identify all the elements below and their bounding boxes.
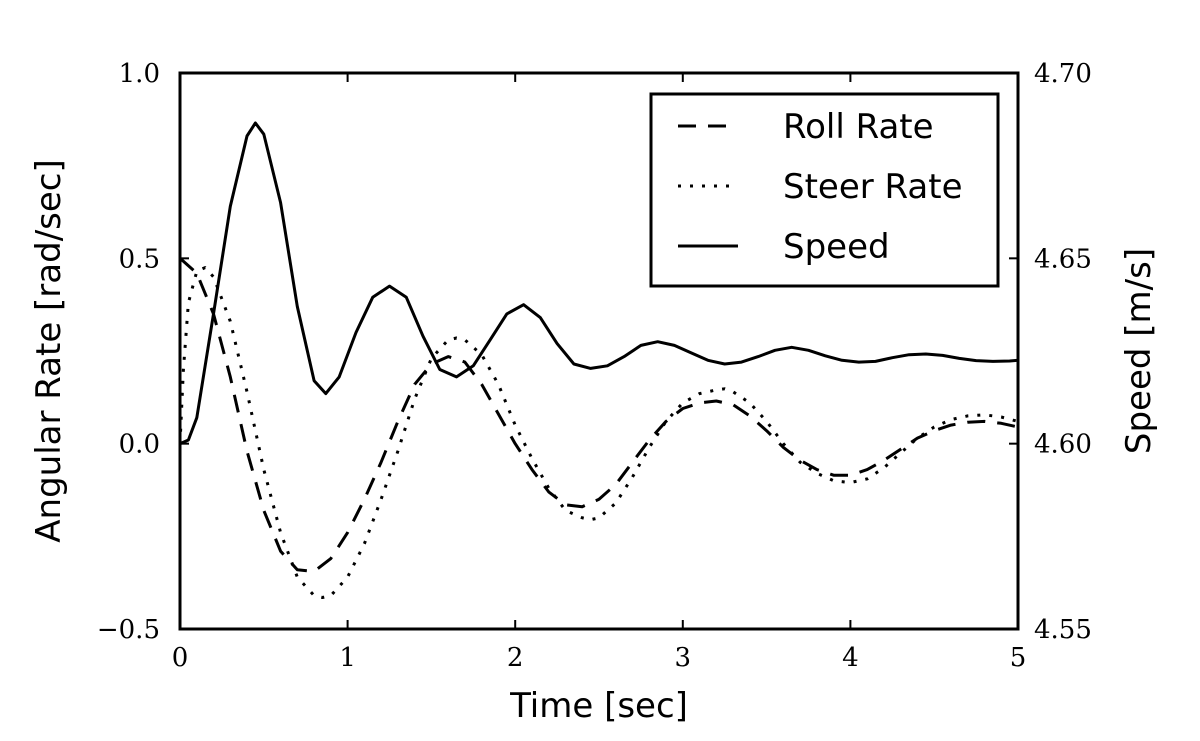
x-tick-label: 4 bbox=[842, 643, 859, 673]
legend: Roll Rate Steer Rate Speed bbox=[649, 92, 1000, 288]
x-tick-label: 2 bbox=[507, 643, 524, 673]
y-right-tick-label: 4.55 bbox=[1034, 615, 1092, 645]
tick-layer bbox=[179, 72, 1019, 630]
y-left-tick-label: −0.5 bbox=[97, 615, 160, 645]
y-left-tick-label: 0.5 bbox=[119, 244, 160, 274]
x-tick-labels: 0 1 2 3 4 5 bbox=[172, 643, 1027, 673]
y-right-tick-label: 4.60 bbox=[1034, 430, 1092, 460]
legend-label-roll-rate: Roll Rate bbox=[783, 107, 934, 147]
y-right-tick-label: 4.70 bbox=[1034, 59, 1092, 89]
series-line-speed bbox=[179, 121, 1019, 446]
series-layer bbox=[178, 121, 1019, 599]
y-left-tick-label: 1.0 bbox=[119, 59, 160, 89]
x-tick-label: 1 bbox=[339, 643, 356, 673]
y-right-tick-label: 4.65 bbox=[1034, 244, 1092, 274]
y-axis-right-label: Speed [m/s] bbox=[1119, 248, 1159, 454]
x-axis-label: Time [sec] bbox=[509, 686, 688, 726]
y-left-tick-labels: −0.5 0.0 0.5 1.0 bbox=[97, 59, 160, 645]
x-tick-label: 3 bbox=[675, 643, 692, 673]
y-axis-left-label: Angular Rate [rad/sec] bbox=[29, 159, 69, 542]
legend-label-steer-rate: Steer Rate bbox=[783, 167, 963, 207]
y-left-tick-label: 0.0 bbox=[119, 430, 160, 460]
x-tick-label: 5 bbox=[1010, 643, 1027, 673]
x-tick-label: 0 bbox=[172, 643, 189, 673]
plot-frame bbox=[178, 71, 1020, 631]
y-right-tick-labels: 4.55 4.60 4.65 4.70 bbox=[1034, 59, 1092, 645]
series-line-steer-rate bbox=[178, 266, 1019, 599]
legend-label-speed: Speed bbox=[783, 227, 890, 267]
series-line-roll-rate bbox=[179, 257, 1019, 573]
